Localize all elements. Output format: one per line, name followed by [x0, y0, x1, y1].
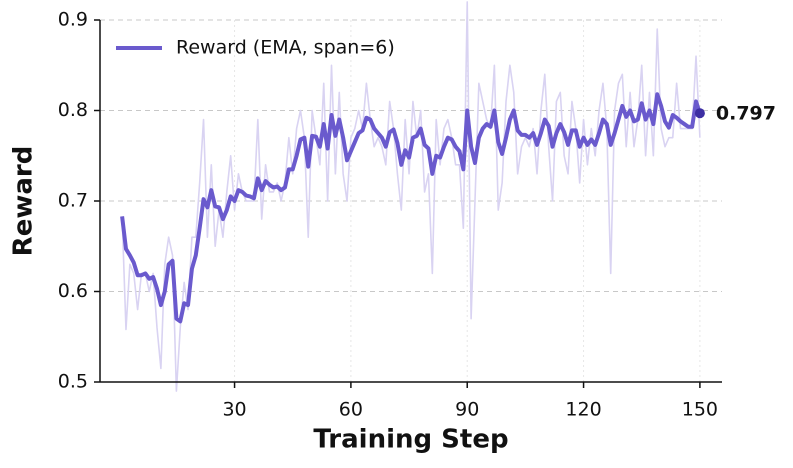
end-label: 0.797 — [716, 103, 776, 125]
x-tick-label: 150 — [682, 399, 718, 421]
x-tick-label: 90 — [455, 399, 479, 421]
legend-label: Reward (EMA, span=6) — [176, 37, 395, 59]
y-tick-label: 0.6 — [58, 280, 88, 302]
x-tick-label: 60 — [339, 399, 363, 421]
y-tick-label: 0.9 — [58, 9, 88, 31]
y-tick-label: 0.5 — [58, 371, 88, 393]
y-tick-label: 0.8 — [58, 99, 88, 121]
end-point — [694, 108, 705, 119]
x-axis-title: Training Step — [313, 425, 508, 455]
x-tick-label: 120 — [565, 399, 601, 421]
x-tick-label: 30 — [222, 399, 246, 421]
data-line — [120, 92, 702, 324]
y-tick-label: 0.7 — [58, 190, 88, 212]
y-axis-title: Reward — [9, 146, 39, 257]
